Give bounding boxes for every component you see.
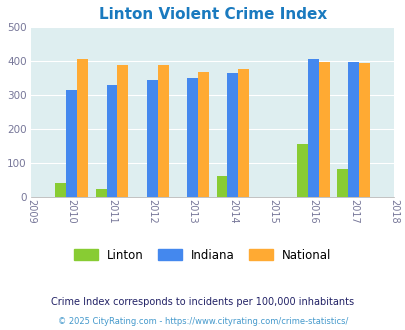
Bar [307, 59, 318, 197]
Bar [106, 85, 117, 197]
Title: Linton Violent Crime Index: Linton Violent Crime Index [98, 7, 326, 22]
Bar [347, 62, 358, 197]
Bar [55, 183, 66, 197]
Text: Crime Index corresponds to incidents per 100,000 inhabitants: Crime Index corresponds to incidents per… [51, 297, 354, 307]
Bar [96, 189, 106, 197]
Bar [238, 69, 249, 197]
Bar [318, 62, 329, 197]
Bar [337, 169, 347, 197]
Bar [66, 90, 77, 197]
Bar [216, 176, 227, 197]
Bar [187, 78, 198, 197]
Text: © 2025 CityRating.com - https://www.cityrating.com/crime-statistics/: © 2025 CityRating.com - https://www.city… [58, 317, 347, 326]
Bar [158, 65, 168, 197]
Bar [227, 73, 238, 197]
Bar [147, 80, 158, 197]
Bar [358, 63, 369, 197]
Bar [117, 65, 128, 197]
Bar [296, 144, 307, 197]
Legend: Linton, Indiana, National: Linton, Indiana, National [69, 244, 336, 266]
Bar [77, 59, 88, 197]
Bar [198, 72, 209, 197]
